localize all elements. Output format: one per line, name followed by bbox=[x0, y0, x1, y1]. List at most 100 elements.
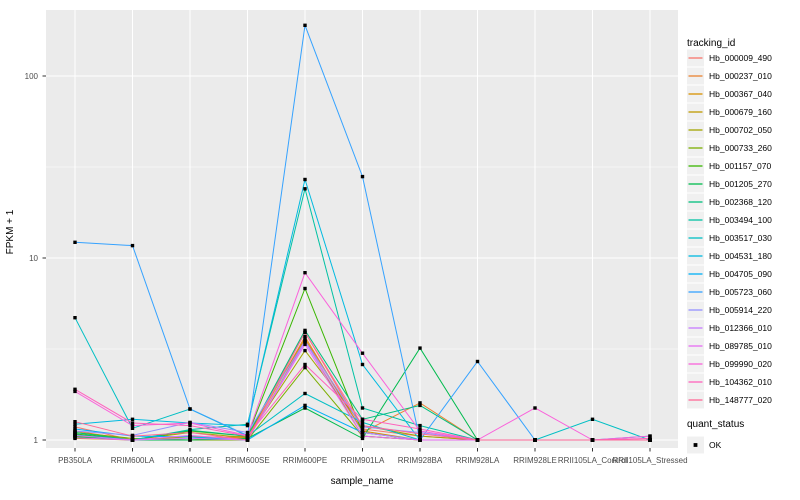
data-point bbox=[590, 438, 595, 442]
legend-label: Hb_003517_030 bbox=[709, 233, 772, 243]
x-tick-label: RRIM600SE bbox=[225, 456, 269, 465]
data-point bbox=[245, 438, 250, 442]
data-point bbox=[475, 359, 480, 364]
data-point bbox=[130, 243, 135, 248]
data-point bbox=[73, 387, 77, 391]
data-point bbox=[73, 425, 77, 429]
data-point bbox=[418, 432, 422, 436]
data-point bbox=[130, 426, 135, 430]
legend-label: Hb_001157_070 bbox=[709, 161, 772, 171]
x-tick-labels: PB350LA RRIM600LA RRIM600LE RRIM600SE RRIM60… bbox=[58, 456, 687, 465]
legend-label: Hb_089785_010 bbox=[709, 341, 772, 351]
legend-label: Hb_000367_040 bbox=[709, 89, 772, 99]
data-point bbox=[533, 438, 537, 442]
data-point bbox=[303, 403, 307, 408]
data-point bbox=[73, 316, 77, 320]
data-point bbox=[360, 436, 365, 441]
data-point bbox=[418, 423, 422, 428]
legend-label: Hb_004531_180 bbox=[709, 251, 772, 261]
legend-label: Hb_004705_090 bbox=[709, 269, 772, 279]
data-point bbox=[188, 430, 192, 435]
x-axis-title: sample_name bbox=[331, 476, 394, 487]
legend-quant-status: OK bbox=[687, 436, 722, 454]
y-tick-label: 10 bbox=[29, 254, 38, 263]
data-point bbox=[303, 391, 307, 396]
legend-label: Hb_148777_020 bbox=[709, 395, 772, 405]
legend-label: Hb_000733_260 bbox=[709, 143, 772, 153]
data-point bbox=[418, 434, 422, 438]
data-point bbox=[418, 346, 422, 350]
data-point bbox=[303, 342, 307, 347]
data-point bbox=[360, 174, 365, 179]
axis-ticks bbox=[42, 75, 651, 452]
data-point bbox=[360, 362, 365, 367]
legend-title-quant-status: quant_status bbox=[687, 419, 744, 430]
x-tick-label: RRIM928BA bbox=[398, 456, 443, 465]
y-tick-labels: 1 10 100 bbox=[25, 72, 39, 445]
data-point bbox=[303, 271, 307, 275]
data-point bbox=[130, 438, 135, 442]
data-point bbox=[73, 420, 77, 424]
data-point bbox=[188, 421, 192, 425]
data-point bbox=[303, 286, 307, 291]
data-point bbox=[303, 348, 307, 353]
data-point bbox=[418, 438, 422, 442]
data-point bbox=[188, 423, 192, 428]
data-point bbox=[418, 429, 422, 433]
data-point bbox=[360, 434, 365, 438]
data-point bbox=[73, 389, 77, 394]
x-tick-label: RRII105LA_Stressed bbox=[612, 456, 687, 465]
data-point bbox=[73, 240, 77, 244]
legend-tracking-id: Hb_000009_490 Hb_000237_010 Hb_000367_040 H… bbox=[687, 49, 772, 409]
data-point bbox=[130, 417, 135, 421]
legend-key-point bbox=[693, 443, 698, 447]
legend-label: Hb_104362_010 bbox=[709, 377, 772, 387]
x-tick-label: RRIM600LA bbox=[111, 456, 155, 465]
data-point bbox=[303, 337, 307, 341]
data-point bbox=[303, 340, 307, 344]
x-tick-label: RRIM928LE bbox=[513, 456, 557, 465]
legend-label: Hb_000702_050 bbox=[709, 125, 772, 135]
x-tick-label: RRII105LA_Control bbox=[558, 456, 628, 465]
data-point bbox=[73, 433, 77, 438]
data-point bbox=[648, 438, 652, 442]
legend-label: Hb_002368_120 bbox=[709, 197, 772, 207]
legend-label: Hb_005723_060 bbox=[709, 287, 772, 297]
x-tick-label: RRIM928LA bbox=[456, 456, 500, 465]
y-tick-label: 100 bbox=[25, 72, 39, 81]
data-point bbox=[73, 427, 77, 431]
data-point bbox=[418, 403, 422, 408]
data-point bbox=[418, 401, 422, 405]
data-point bbox=[360, 430, 365, 435]
data-point bbox=[73, 429, 77, 433]
legend-label: Hb_012366_010 bbox=[709, 323, 772, 333]
data-point bbox=[245, 430, 250, 435]
legend-label: OK bbox=[709, 440, 722, 450]
data-point bbox=[648, 434, 652, 438]
data-point bbox=[360, 417, 365, 421]
legend-label: Hb_001205_270 bbox=[709, 179, 772, 189]
data-point bbox=[130, 434, 135, 438]
data-point bbox=[303, 23, 307, 27]
legend-label: Hb_003494_100 bbox=[709, 215, 772, 225]
legend-label: Hb_000237_010 bbox=[709, 71, 772, 81]
y-tick-label: 1 bbox=[34, 436, 39, 445]
data-point bbox=[418, 427, 422, 431]
data-point bbox=[73, 436, 77, 440]
data-point bbox=[303, 365, 307, 370]
data-point bbox=[245, 434, 250, 438]
data-point bbox=[360, 427, 365, 431]
data-point bbox=[130, 421, 135, 425]
data-point bbox=[303, 177, 307, 182]
data-point bbox=[360, 406, 365, 410]
data-point bbox=[188, 427, 192, 432]
legend-label: Hb_000009_490 bbox=[709, 53, 772, 63]
data-point bbox=[73, 422, 77, 426]
data-point bbox=[188, 436, 192, 441]
y-axis-title: FPKM + 1 bbox=[5, 209, 16, 254]
data-point bbox=[303, 406, 307, 410]
data-point bbox=[130, 423, 135, 428]
x-tick-label: RRIM901LA bbox=[341, 456, 385, 465]
